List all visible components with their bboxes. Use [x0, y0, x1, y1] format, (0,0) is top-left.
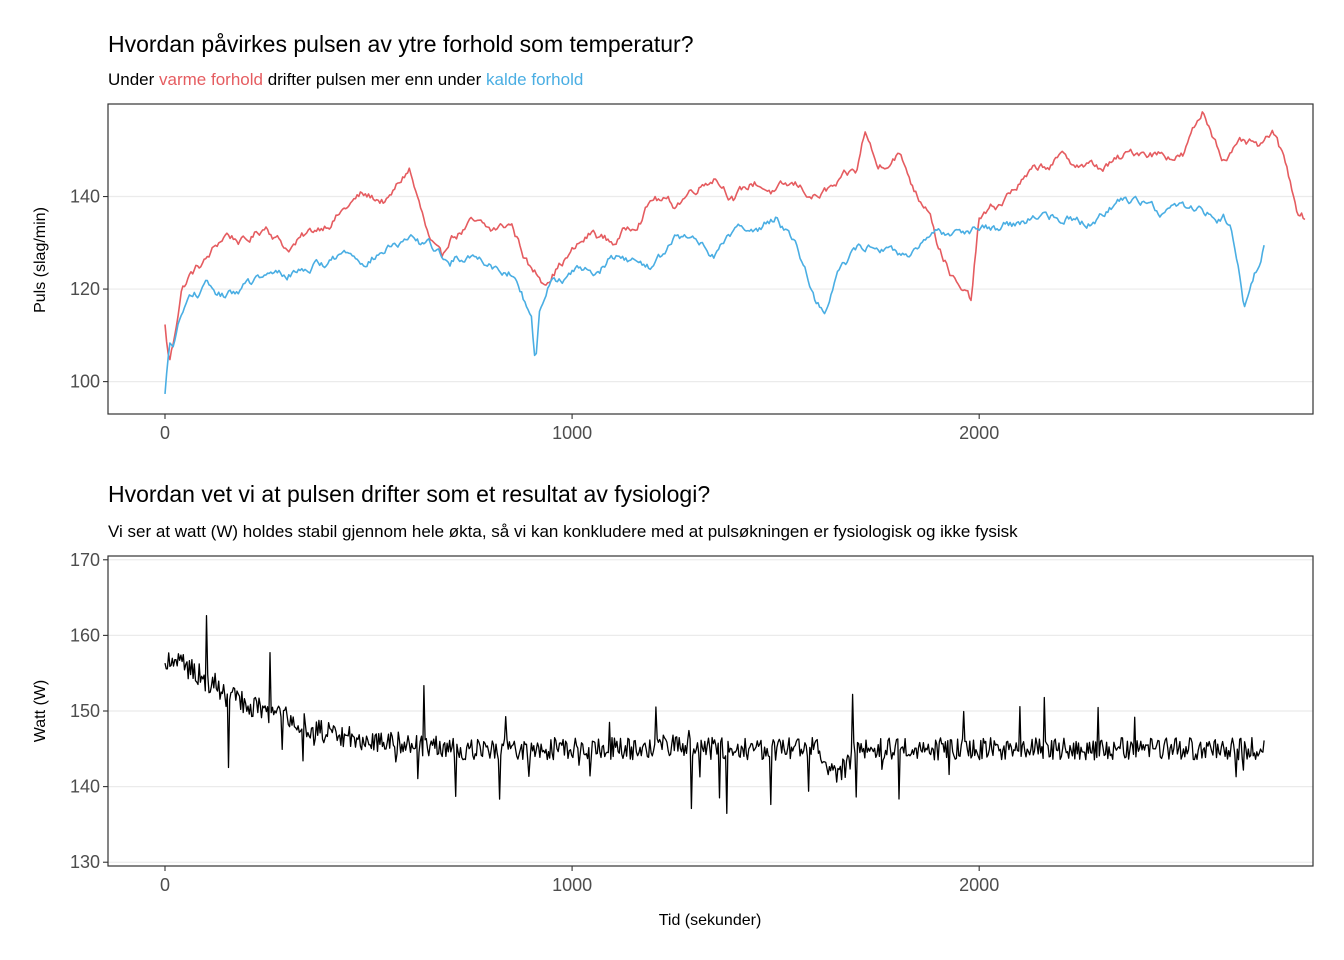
chart1-subtitle-cold: kalde forhold — [486, 70, 583, 89]
chart2-ylabel: Watt (W) — [32, 680, 49, 743]
chart2-panel: 130 140 150 160 170 0 1000 2000 — [70, 550, 1314, 895]
chart1-ytick-label-2: 140 — [70, 187, 100, 207]
chart1-panel: 100 120 140 0 1000 2000 — [70, 103, 1314, 443]
chart1-subtitle: Under varme forhold drifter pulsen mer e… — [108, 70, 583, 89]
chart2-xtick-label-2: 2000 — [959, 875, 999, 895]
chart1-subtitle-prefix: Under — [108, 70, 159, 89]
chart1-subtitle-warm: varme forhold — [159, 70, 263, 89]
chart2-title: Hvordan vet vi at pulsen drifter som et … — [108, 481, 710, 507]
chart2-ytick-label-3: 160 — [70, 625, 100, 645]
chart2-xtick-label-1: 1000 — [552, 875, 592, 895]
chart1-title: Hvordan påvirkes pulsen av ytre forhold … — [108, 31, 694, 57]
chart2-xlabel: Tid (sekunder) — [659, 912, 762, 929]
chart2-ytick-label-4: 170 — [70, 550, 100, 570]
chart1-series-cold — [164, 195, 1265, 394]
chart1-series-warm — [164, 111, 1306, 361]
chart2-subtitle: Vi ser at watt (W) holdes stabil gjennom… — [108, 522, 1018, 541]
chart1-ylabel: Puls (slag/min) — [32, 207, 49, 313]
chart1-xtick-label-0: 0 — [160, 423, 170, 443]
chart1-frame — [107, 103, 1314, 415]
chart1-ytick-label-1: 120 — [70, 279, 100, 299]
chart1-subtitle-middle: drifter pulsen mer enn under — [263, 70, 486, 89]
chart1-xtick-label-1: 1000 — [552, 423, 592, 443]
chart2-ytick-label-0: 130 — [70, 852, 100, 872]
chart1-ytick-label-0: 100 — [70, 372, 100, 392]
chart2-ytick-label-1: 140 — [70, 777, 100, 797]
chart2-xtick-label-0: 0 — [160, 875, 170, 895]
chart1-xtick-label-2: 2000 — [959, 423, 999, 443]
chart2-ytick-label-2: 150 — [70, 701, 100, 721]
chart2-series-watt — [164, 614, 1265, 815]
